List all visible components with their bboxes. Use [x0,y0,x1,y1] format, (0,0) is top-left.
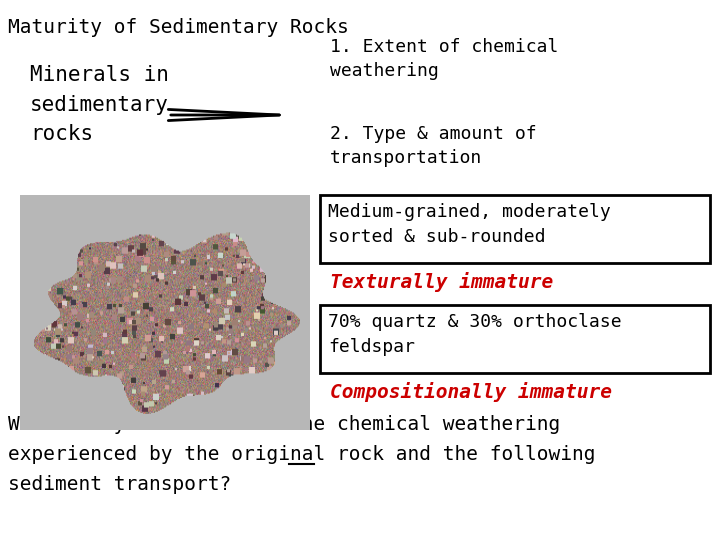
Text: Maturity of Sedimentary Rocks: Maturity of Sedimentary Rocks [8,18,348,37]
Text: 1. Extent of chemical
weathering: 1. Extent of chemical weathering [330,38,559,79]
Text: experienced by the original rock and the following: experienced by the original rock and the… [8,445,595,464]
Text: Texturally immature: Texturally immature [330,272,553,292]
Text: What can you tell about the chemical weathering: What can you tell about the chemical wea… [8,415,560,434]
Text: Compositionally immature: Compositionally immature [330,382,612,402]
Text: 2. Type & amount of
transportation: 2. Type & amount of transportation [330,125,536,167]
Bar [320,195,710,263]
Text: Minerals in
sedimentary
rocks: Minerals in sedimentary rocks [30,65,169,144]
Text: 70% quartz & 30% orthoclase
feldspar: 70% quartz & 30% orthoclase feldspar [328,313,621,356]
Text: sediment transport?: sediment transport? [8,475,231,494]
Bar [320,305,710,373]
Text: Medium-grained, moderately
sorted & sub-rounded: Medium-grained, moderately sorted & sub-… [328,203,611,246]
